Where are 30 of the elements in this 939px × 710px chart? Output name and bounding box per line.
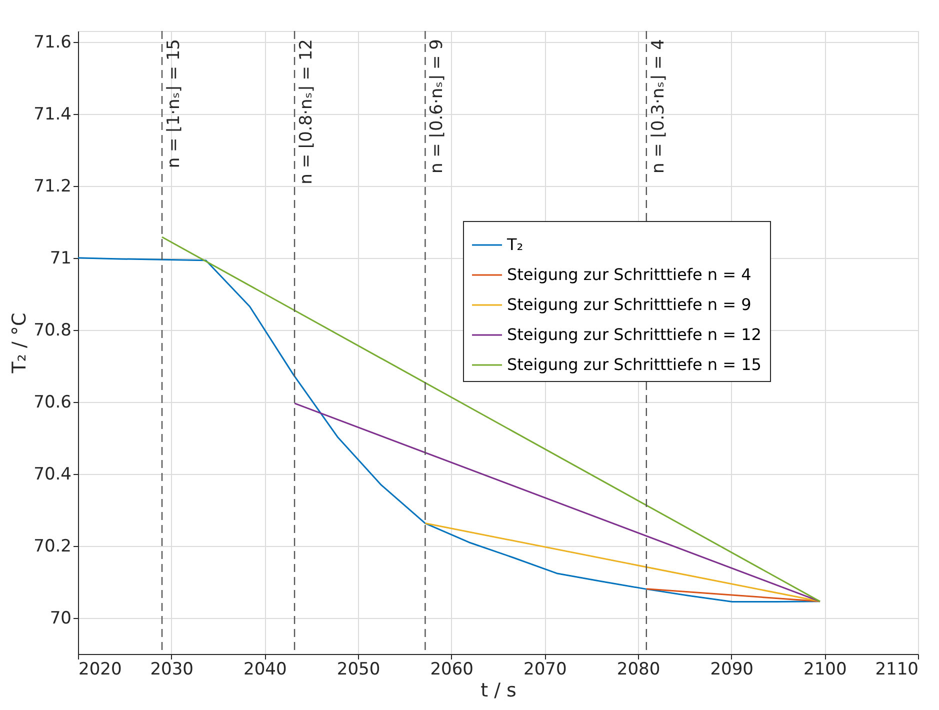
legend-label: Steigung zur Schritttiefe n = 12 — [507, 325, 762, 344]
x-tick-label: 2080 — [616, 660, 660, 680]
x-tick-label: 2020 — [78, 660, 122, 680]
legend-label: Steigung zur Schritttiefe n = 4 — [507, 265, 752, 284]
x-axis-title: t / s — [480, 680, 516, 702]
x-tick-label: 2060 — [430, 660, 474, 680]
y-tick-label: 70.6 — [34, 392, 72, 412]
x-tick-label: 2040 — [244, 660, 287, 680]
legend-label: T₂ — [506, 235, 524, 254]
y-axis-title: T₂ / °C — [8, 312, 31, 374]
y-tick-label: 71 — [50, 248, 72, 268]
annotation: n = ⌊0.6·nₛ⌋ = 9 — [427, 39, 448, 174]
x-tick-label: 2100 — [804, 660, 847, 680]
x-tick-label: 2050 — [336, 660, 380, 680]
y-tick-label: 71.2 — [34, 176, 72, 196]
x-tick-label: 2070 — [524, 660, 567, 680]
annotation: n = ⌊0.8·nₛ⌋ = 12 — [296, 39, 317, 184]
y-tick-label: 70.8 — [34, 320, 72, 340]
y-tick-label: 70.4 — [34, 464, 72, 484]
annotation: n = ⌊1·nₛ⌋ = 15 — [164, 39, 184, 168]
x-tick-label: 2090 — [710, 660, 754, 680]
legend-label: Steigung zur Schritttiefe n = 15 — [507, 355, 762, 374]
y-tick-label: 70 — [50, 608, 72, 628]
legend-label: Steigung zur Schritttiefe n = 9 — [507, 295, 752, 314]
x-tick-label: 2030 — [150, 660, 194, 680]
y-tick-label: 71.4 — [34, 104, 72, 124]
annotation: n = ⌊0.3·nₛ⌋ = 4 — [648, 39, 668, 174]
y-tick-label: 71.6 — [34, 32, 72, 52]
y-tick-label: 70.2 — [34, 536, 72, 556]
x-tick-label: 2110 — [875, 660, 918, 680]
